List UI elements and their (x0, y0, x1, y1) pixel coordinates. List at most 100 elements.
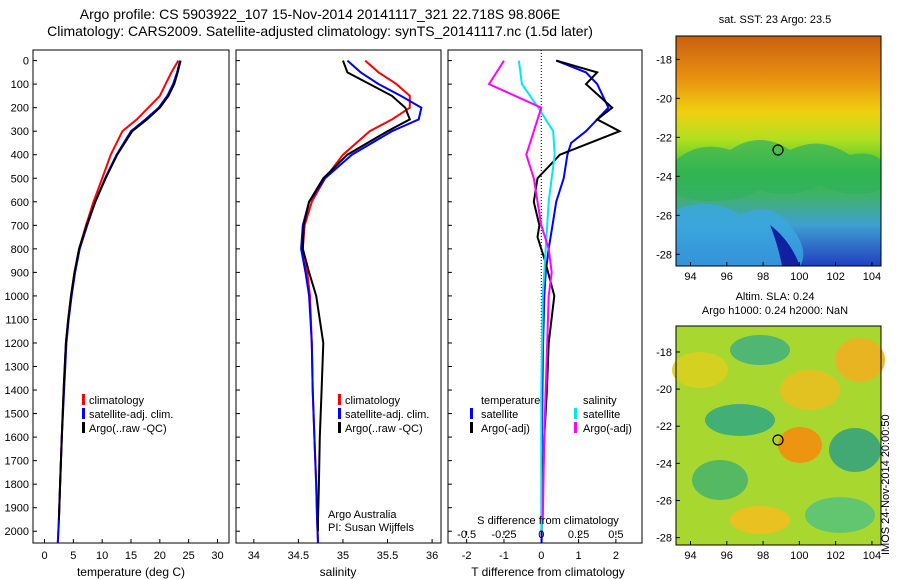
salinity-legend: climatology satellite-adj. clim. Argo(..… (328, 394, 429, 534)
depth-tick-label: 200 (11, 103, 29, 115)
sst-map-frame (675, 35, 882, 267)
s-tick-label: -0.25 (491, 529, 516, 541)
depth-tick-label: 1000 (5, 291, 29, 303)
legend-label-sal-argo: Argo(-adj) (583, 423, 632, 435)
depth-tick-label: 800 (11, 244, 29, 256)
imos-timestamp: IMOS 24-Nov-2014 20:00:50 (880, 414, 892, 555)
x-tick-label: 0 (538, 550, 544, 562)
depth-tick-label: 900 (11, 267, 29, 279)
s-tick-label: -0.5 (457, 529, 476, 541)
legend-swatch-temp-satellite (470, 408, 473, 419)
x-tick-label: 30 (211, 550, 223, 562)
diff-series-line-3 (487, 60, 553, 520)
legend-swatch-climatology (338, 394, 341, 405)
difference-legend: temperature salinity satellite Argo(-adj… (470, 395, 632, 435)
legend-swatch-argo (82, 422, 85, 433)
lon-tick-label: 98 (757, 550, 769, 562)
sst-map: -18 -20 -22 -24 -26 -28 94 96 98 100 102 104 (656, 35, 882, 283)
legend-head-salinity: salinity (583, 395, 617, 407)
depth-tick-label: 300 (11, 126, 29, 138)
legend-label-argo: Argo(..raw -QC) (345, 423, 423, 435)
lon-tick-label: 94 (684, 271, 696, 283)
legend-head-temperature: temperature (481, 395, 540, 407)
lon-tick-label: 96 (721, 271, 733, 283)
legend-label-temp-argo: Argo(-adj) (481, 423, 530, 435)
lon-tick-label: 100 (790, 271, 808, 283)
x-tick-label: 35.5 (377, 550, 398, 562)
legend-label-satellite: satellite-adj. clim. (345, 409, 429, 421)
s-tick-label: 0.5 (608, 529, 623, 541)
credit-line-1: Argo Australia (328, 509, 397, 521)
sla-map: -18 -20 -22 -24 -26 -28 94 96 98 100 102 104 (656, 325, 885, 562)
chart-title-line-2: Climatology: CARS2009. Satellite-adjuste… (47, 23, 593, 39)
lat-tick-label: -20 (656, 93, 672, 105)
x-tick-label: 34 (248, 550, 260, 562)
s-difference-label: S difference from climatology (477, 515, 619, 527)
series-line-2 (57, 60, 182, 520)
temperature-legend: climatology satellite-adj. clim. Argo(..… (82, 394, 173, 435)
salinity-xlabel: salinity (320, 565, 357, 579)
difference-plot: -2 -1 0 1 2 -0.5 -0.25 0 0.25 0.5 (457, 50, 624, 562)
x-tick-label: 15 (125, 550, 137, 562)
x-tick-label: 35 (337, 550, 349, 562)
legend-label-climatology: climatology (89, 395, 145, 407)
depth-tick-label: 1700 (5, 456, 29, 468)
legend-swatch-satellite (82, 408, 85, 419)
lon-tick-label: 94 (684, 550, 696, 562)
chart-title-line-1: Argo profile: CS 5903922_107 15-Nov-2014… (79, 6, 561, 22)
depth-tick-label: 0 (23, 56, 29, 68)
sla-argo-position-marker (772, 434, 784, 446)
temperature-plot: 0 5 10 15 20 25 30 (41, 60, 224, 562)
depth-tick-label: 1500 (5, 409, 29, 421)
depth-tick-label: 2000 (5, 526, 29, 538)
depth-tick-label: 1100 (5, 314, 29, 326)
salinity-panel-frame (235, 49, 442, 544)
legend-label-satellite: satellite-adj. clim. (89, 409, 173, 421)
legend-swatch-climatology (82, 394, 85, 405)
series-line-2 (301, 60, 412, 532)
x-tick-label: 2 (613, 550, 619, 562)
x-tick-label: -1 (499, 550, 509, 562)
sst-argo-position-marker (772, 144, 784, 156)
lon-tick-label: 104 (863, 271, 881, 283)
lat-tick-label: -20 (656, 384, 672, 396)
lat-tick-label: -18 (656, 54, 672, 66)
depth-tick-label: 1300 (5, 362, 29, 374)
series-line-0 (56, 60, 180, 544)
depth-tick-label: 1800 (5, 479, 29, 491)
x-tick-label: 36 (426, 550, 438, 562)
lat-tick-label: -26 (656, 210, 672, 222)
x-tick-label: 1 (576, 550, 582, 562)
series-line-1 (56, 60, 181, 544)
depth-tick-label: 100 (11, 79, 29, 91)
diff-series-line-2 (517, 60, 556, 532)
x-tick-label: 10 (96, 550, 108, 562)
sst-map-title: sat. SST: 23 Argo: 23.5 (718, 14, 832, 26)
x-tick-label: -2 (462, 550, 472, 562)
diff-series-line-1 (532, 59, 622, 520)
x-tick-label: 34.5 (288, 550, 309, 562)
depth-tick-label: 400 (11, 150, 29, 162)
lat-tick-label: -24 (656, 458, 672, 470)
salinity-plot: 34 34.5 35 35.5 36 (248, 59, 438, 562)
sst-dark-blue-streak (770, 225, 800, 266)
x-tick-label: 25 (183, 550, 195, 562)
t-difference-label: T difference from climatology (471, 565, 625, 579)
legend-label-climatology: climatology (345, 395, 401, 407)
depth-tick-label: 1900 (5, 503, 29, 515)
lat-tick-label: -28 (656, 249, 672, 261)
lon-tick-label: 102 (826, 271, 844, 283)
lat-tick-label: -18 (656, 347, 672, 359)
depth-tick-label: 1400 (5, 385, 29, 397)
depth-tick-label: 500 (11, 173, 29, 185)
credit-line-2: PI: Susan Wijffels (328, 522, 414, 534)
temperature-xlabel: temperature (deg C) (77, 565, 185, 579)
lon-tick-label: 96 (721, 550, 733, 562)
lon-tick-label: 100 (790, 550, 808, 562)
x-tick-label: 0 (41, 550, 47, 562)
legend-swatch-satellite (338, 408, 341, 419)
legend-label-argo: Argo(..raw -QC) (89, 423, 167, 435)
legend-swatch-temp-argo (470, 422, 473, 433)
legend-swatch-sal-satellite (574, 408, 577, 419)
